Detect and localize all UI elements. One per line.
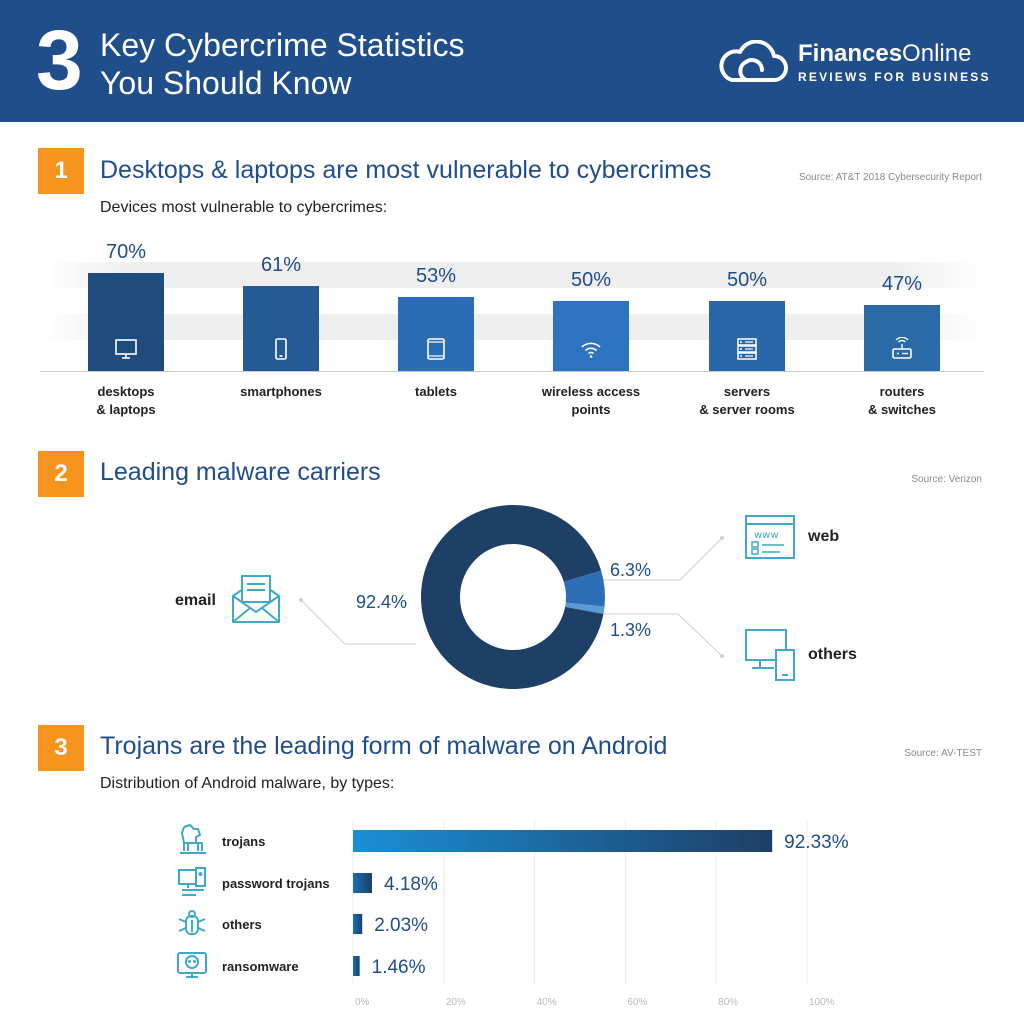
section3-badge: 3 — [38, 725, 84, 771]
x-tick-label: 40% — [537, 997, 557, 1008]
malware-category-label: password trojans — [222, 876, 330, 891]
x-tick-label: 100% — [809, 997, 835, 1008]
others-percent: 1.3% — [610, 620, 652, 640]
browser-icon: www — [745, 515, 795, 559]
desktop-icon — [115, 339, 137, 359]
x-tick-label: 20% — [446, 997, 466, 1008]
cloud-logo-icon — [719, 40, 788, 82]
malware-value-label: 2.03% — [374, 915, 428, 936]
chart1-band-bottom — [40, 314, 984, 340]
x-tick-label: 60% — [627, 997, 647, 1008]
chart1-baseline — [40, 371, 984, 372]
page-title-line2: You Should Know — [100, 65, 352, 101]
email-percent: 92.4% — [356, 592, 408, 612]
devices-icon — [745, 629, 795, 681]
device-value-label: 53% — [415, 264, 457, 287]
donut-slice-web — [563, 570, 605, 607]
brand-name-bold: Finances — [798, 40, 903, 67]
router-icon — [892, 337, 912, 359]
envelope-icon — [232, 575, 280, 623]
page-title-line1: Key Cybercrime Statistics — [100, 27, 465, 63]
malware-bar — [353, 830, 773, 852]
malware-category-label: trojans — [222, 834, 265, 849]
device-value-label: 50% — [570, 269, 612, 291]
device-category-label: desktops & laptops — [96, 384, 156, 417]
section2-badge: 2 — [38, 451, 84, 497]
smartphone-icon — [275, 338, 287, 360]
trojan-horse-icon — [180, 824, 206, 854]
donut-slice-others — [565, 602, 605, 615]
section3-source: Source: AV-TEST — [904, 748, 982, 759]
email-leader-line — [300, 599, 416, 645]
device-category-label: smartphones — [240, 384, 322, 399]
header-banner: 3 Key Cybercrime Statistics You Should K… — [0, 0, 1024, 122]
brand-tagline: REVIEWS FOR BUSINESS — [798, 70, 991, 84]
section3-title: Trojans are the leading form of malware … — [100, 732, 668, 760]
brand-name-rest: Online — [902, 40, 972, 67]
section2-title: Leading malware carriers — [100, 458, 381, 486]
chart1-band-top — [40, 262, 984, 288]
skull-icon — [177, 952, 207, 978]
email-label: email — [175, 592, 216, 609]
section1-source: Source: AT&T 2018 Cybersecurity Report — [798, 172, 982, 183]
brand-logo[interactable]: FinancesOnline REVIEWS FOR BUSINESS — [716, 36, 996, 92]
server-icon — [737, 338, 757, 360]
device-value-label: 50% — [726, 269, 768, 291]
malware-category-label: ransomware — [222, 959, 299, 974]
malware-value-label: 1.46% — [372, 957, 426, 978]
donut-slice-email — [421, 505, 604, 690]
others-label: others — [808, 646, 857, 663]
web-percent: 6.3% — [610, 560, 652, 580]
brand-name: FinancesOnline — [798, 40, 971, 68]
chart3-android-malware: 0% 20% 40% 60% 80% 100% 92.33% trojans 4.18% pass… — [222, 820, 849, 1008]
bug-icon — [178, 910, 206, 935]
section1-subtitle: Devices most vulnerable to cybercrimes: — [100, 199, 388, 216]
x-tick-label: 80% — [718, 997, 738, 1008]
x-tick-label: 0% — [355, 997, 370, 1008]
device-category-label: routers & switches — [868, 384, 936, 417]
device-value-label: 47% — [881, 273, 923, 296]
web-leader-dot — [720, 536, 724, 540]
malware-category-label: others — [222, 917, 262, 932]
malware-bar — [353, 956, 360, 976]
wifi-icon — [581, 342, 601, 358]
donut-leader-lines — [299, 536, 724, 658]
section2-source: Source: Verizon — [911, 474, 982, 485]
device-bar — [864, 305, 940, 371]
device-bar — [553, 301, 629, 371]
device-category-label: servers & server rooms — [699, 384, 795, 417]
svg-text:www: www — [754, 530, 779, 541]
malware-value-label: 92.33% — [784, 832, 849, 853]
malware-bar — [353, 873, 372, 893]
malware-value-label: 4.18% — [384, 874, 438, 895]
section1-badge: 1 — [38, 148, 84, 194]
device-value-label: 61% — [260, 253, 302, 276]
password-icon — [178, 867, 206, 896]
device-value-label: 70% — [105, 241, 147, 263]
header-big-number: 3 — [36, 13, 83, 107]
section3-subtitle: Distribution of Android malware, by type… — [100, 775, 395, 792]
page-title: Key Cybercrime Statistics You Should Kno… — [100, 26, 520, 102]
device-category-label: wireless access points — [541, 384, 641, 417]
web-leader-line — [600, 537, 723, 581]
others-leader-line — [600, 613, 723, 657]
web-label: web — [808, 528, 840, 545]
others-leader-dot — [720, 654, 724, 658]
email-leader-dot — [299, 598, 303, 602]
malware-bar — [353, 914, 363, 934]
tablet-icon — [427, 338, 445, 360]
donut-chart — [421, 505, 605, 690]
device-category-label: tablets — [415, 384, 457, 399]
section1-title: Desktops & laptops are most vulnerable t… — [100, 156, 712, 184]
